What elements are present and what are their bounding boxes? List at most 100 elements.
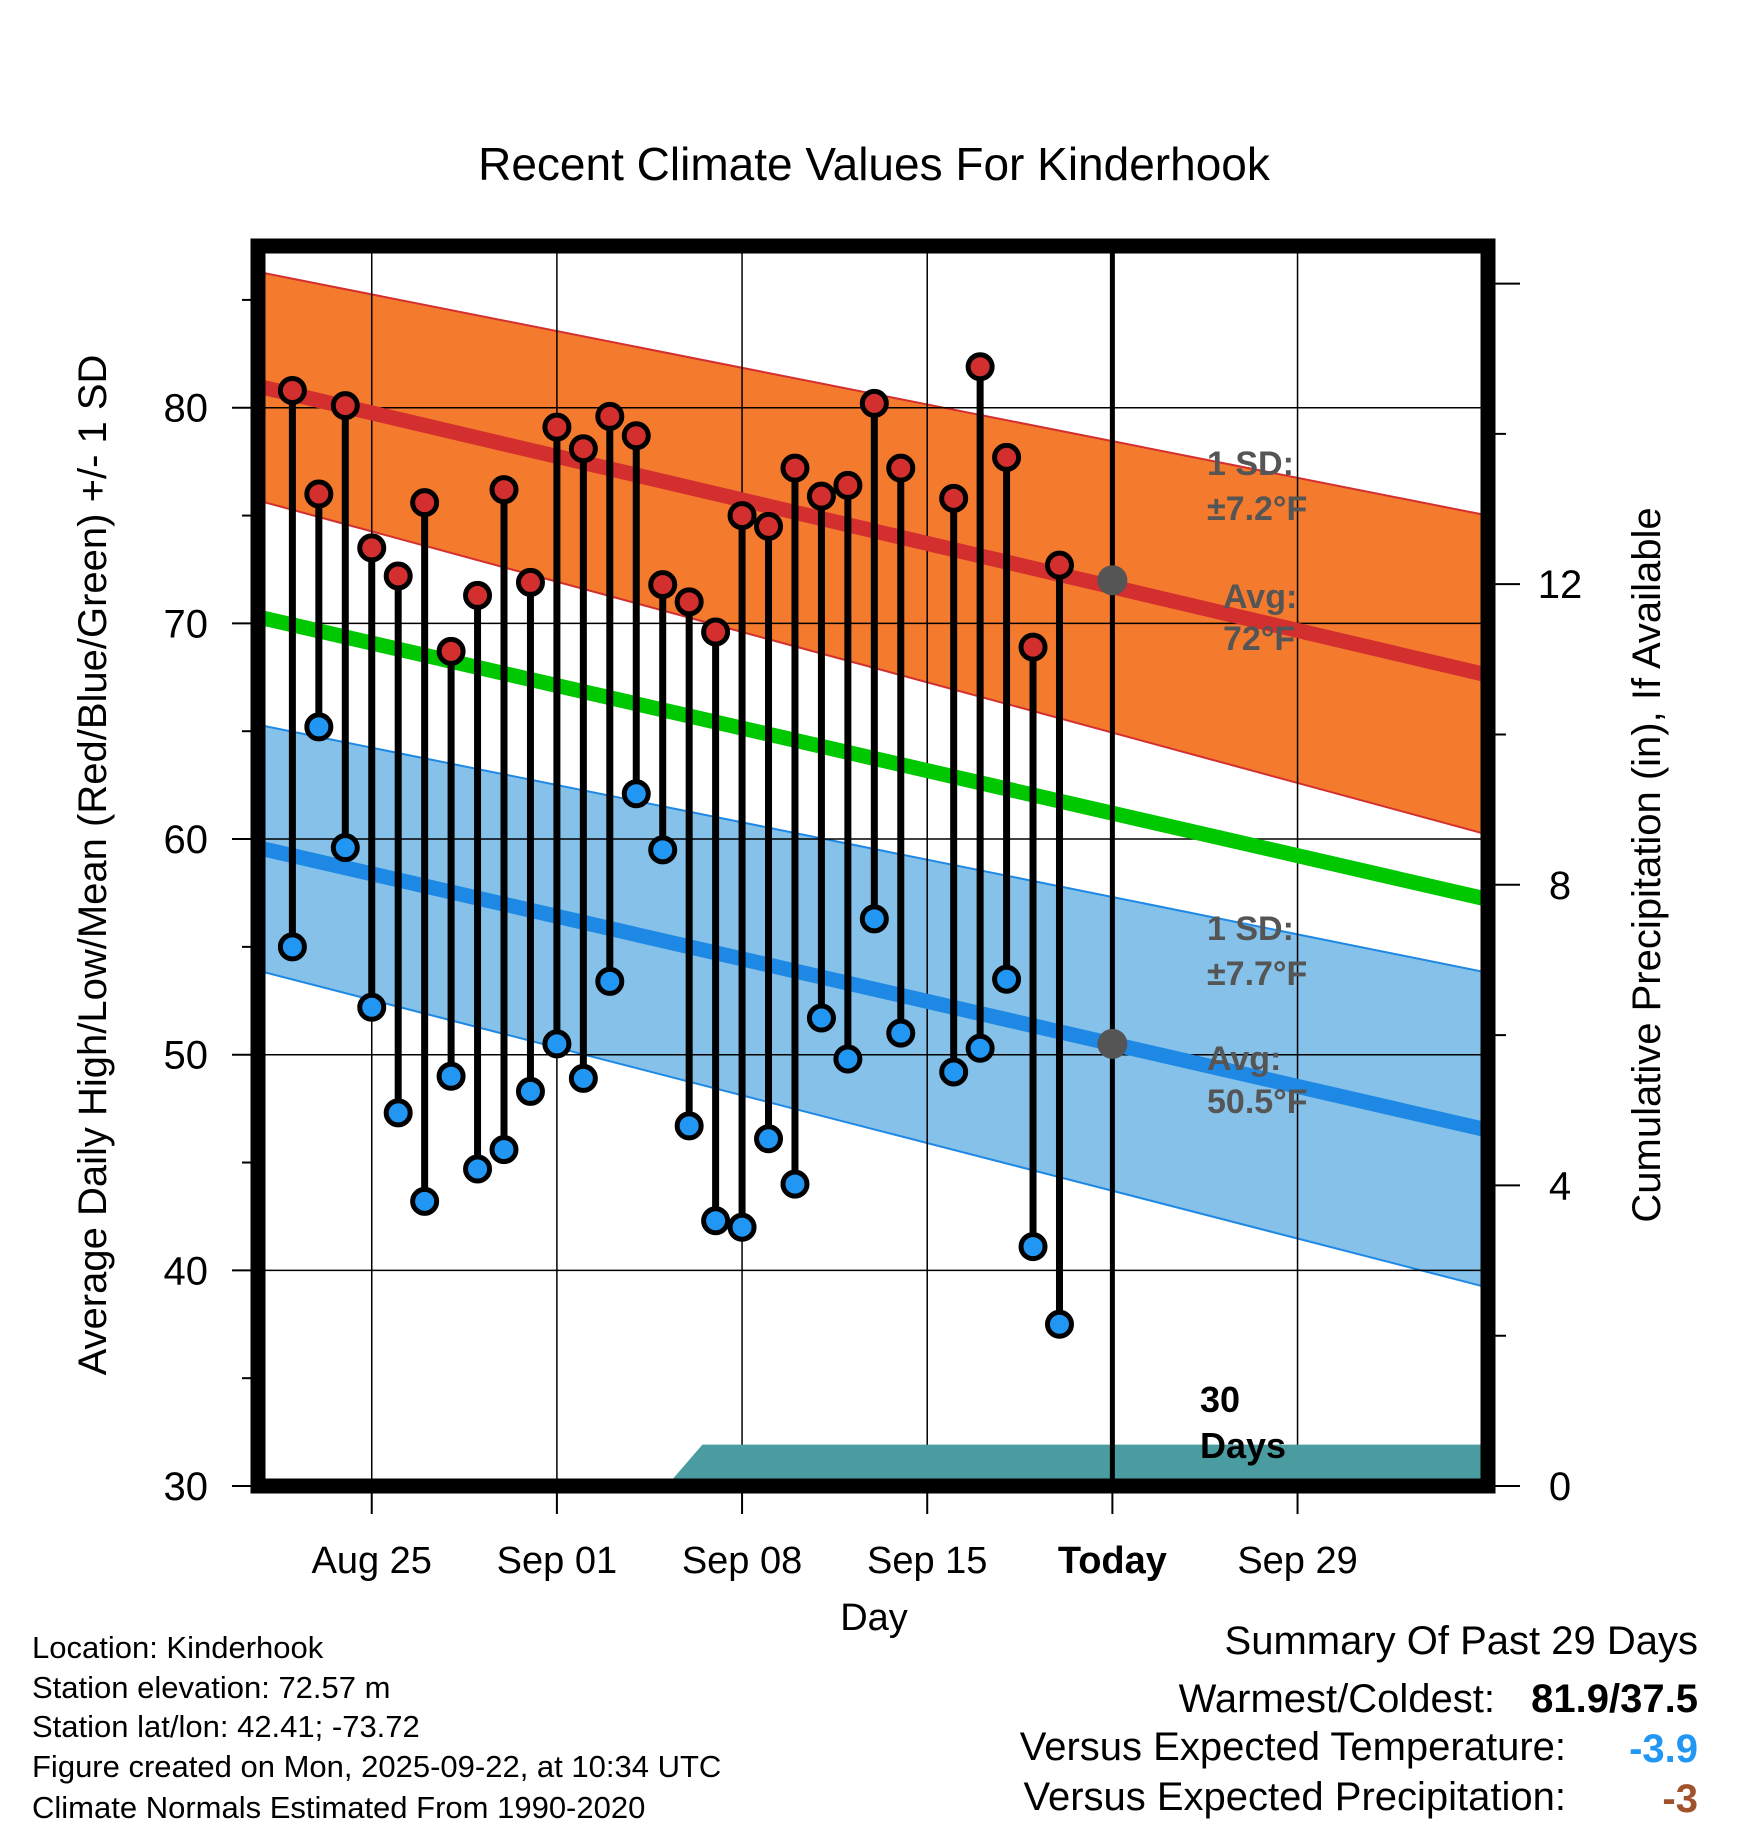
y-tick-label: 30 xyxy=(164,1465,209,1509)
today-normal-low-marker xyxy=(1097,1028,1128,1059)
warm-cold-value: 81.9/37.5 xyxy=(1531,1677,1698,1721)
daily-low-point xyxy=(383,1098,413,1128)
daily-low-point xyxy=(886,1018,916,1048)
x-tick-label: Sep 08 xyxy=(682,1540,802,1582)
daily-low-point xyxy=(727,1212,757,1242)
y-tick-label: 70 xyxy=(164,602,209,646)
daily-low-point xyxy=(595,966,625,996)
high-avg-annotation: Avg: 72°F xyxy=(1223,578,1297,658)
daily-low-point xyxy=(277,932,307,962)
daily-high-point xyxy=(1074,0,1098,12)
daily-high-point xyxy=(1018,632,1048,662)
x-tick-label: Sep 15 xyxy=(867,1540,987,1582)
x-tick-label: Sep 29 xyxy=(1237,1540,1357,1582)
daily-high-point xyxy=(463,580,493,610)
y-axis-label: Average Daily High/Low/Mean (Red/Blue/Gr… xyxy=(71,355,115,1376)
daily-low-point xyxy=(542,1029,572,1059)
daily-high-point xyxy=(568,434,598,464)
summary-panel: Summary Of Past 29 Days Warmest/Coldest:… xyxy=(1020,1619,1698,1821)
daily-high-point xyxy=(489,475,519,505)
daily-low-point xyxy=(621,779,651,809)
daily-range-stems xyxy=(288,366,1063,1325)
daily-high-point xyxy=(833,470,863,500)
daily-high-point xyxy=(595,401,625,431)
daily-high-point xyxy=(859,388,889,418)
chart-title: Recent Climate Values For Kinderhook xyxy=(478,138,1271,190)
daily-low-point xyxy=(436,1061,466,1091)
x-tick-label: Sep 01 xyxy=(497,1540,617,1582)
footer-normals: Climate Normals Estimated From 1990-2020 xyxy=(32,1790,645,1825)
x-tick-label: Aug 25 xyxy=(312,1540,432,1582)
x-tick-label: Today xyxy=(1058,1540,1167,1582)
daily-low-point xyxy=(939,1057,969,1087)
y-axis-left: 30 40 50 60 70 80 xyxy=(164,298,258,1509)
daily-high-point xyxy=(727,501,757,531)
precipitation-area xyxy=(258,1444,1488,1486)
y2-tick-label: 8 xyxy=(1549,864,1571,908)
y2-tick-label: 0 xyxy=(1549,1465,1571,1509)
daily-low-point xyxy=(357,992,387,1022)
daily-high-point xyxy=(674,587,704,617)
daily-low-point xyxy=(1018,1232,1048,1262)
daily-low-point xyxy=(992,964,1022,994)
daily-low-point xyxy=(410,1186,440,1216)
temp-vs-expected-value: -3.9 xyxy=(1629,1727,1698,1771)
daily-low-point xyxy=(701,1206,731,1236)
y2-tick-label: 12 xyxy=(1538,563,1583,607)
daily-low-point xyxy=(806,1003,836,1033)
daily-high-point xyxy=(992,442,1022,472)
daily-low-point xyxy=(463,1154,493,1184)
station-info: Location: Kinderhook Station elevation: … xyxy=(32,1630,721,1825)
daily-low-point xyxy=(859,904,889,934)
footer-created: Figure created on Mon, 2025-09-22, at 10… xyxy=(32,1749,721,1784)
footer-latlon: Station lat/lon: 42.41; -73.72 xyxy=(32,1709,420,1744)
y-tick-label: 80 xyxy=(164,387,209,431)
daily-high-point xyxy=(806,481,836,511)
daily-low-point xyxy=(304,712,334,742)
daily-high-point xyxy=(1044,550,1074,580)
daily-low-point xyxy=(780,1169,810,1199)
plot-frame xyxy=(250,238,1496,1494)
daily-low-point xyxy=(754,1124,784,1154)
high-sd-annotation: 1 SD: ±7.2°F xyxy=(1207,445,1307,528)
footer-elevation: Station elevation: 72.57 m xyxy=(32,1670,390,1705)
normal-low-line xyxy=(258,840,1488,1138)
daily-high-point xyxy=(304,479,334,509)
x-axis-label: Day xyxy=(840,1597,908,1639)
daily-low-point xyxy=(1044,1309,1074,1339)
precip-vs-expected-label: Versus Expected Precipitation: xyxy=(1023,1775,1566,1819)
warm-cold-label: Warmest/Coldest: xyxy=(1179,1677,1495,1721)
today-days-label: 30 Days xyxy=(1200,1379,1286,1466)
low-sd-annotation: 1 SD: ±7.7°F xyxy=(1207,910,1307,993)
precip-vs-expected-value: -3 xyxy=(1662,1777,1698,1821)
plot-area xyxy=(258,0,1488,1486)
daily-high-point xyxy=(939,483,969,513)
low-avg-annotation: Avg: 50.5°F xyxy=(1207,1040,1308,1121)
summary-heading: Summary Of Past 29 Days xyxy=(1225,1619,1698,1663)
daily-low-point xyxy=(489,1135,519,1165)
daily-high-point xyxy=(648,570,678,600)
daily-low-point xyxy=(833,1044,863,1074)
today-normal-high-marker xyxy=(1097,565,1128,596)
daily-high-point xyxy=(965,352,995,382)
y-axis-right: 0 4 8 12 xyxy=(1488,282,1583,1509)
y2-tick-label: 4 xyxy=(1549,1164,1571,1208)
daily-low-point xyxy=(568,1063,598,1093)
daily-high-point xyxy=(277,375,307,405)
daily-high-point xyxy=(383,561,413,591)
daily-low-point xyxy=(674,1111,704,1141)
daily-low-point xyxy=(1074,0,1098,12)
daily-high-point xyxy=(780,453,810,483)
daily-low-point xyxy=(965,1033,995,1063)
normal-low-sd-band xyxy=(258,723,1488,1289)
daily-high-point xyxy=(515,567,545,597)
daily-high-point xyxy=(754,511,784,541)
daily-low-point xyxy=(515,1076,545,1106)
y-tick-label: 50 xyxy=(164,1034,209,1078)
daily-points xyxy=(277,0,1098,1339)
daily-high-point xyxy=(330,391,360,421)
daily-high-point xyxy=(410,488,440,518)
daily-high-point xyxy=(886,453,916,483)
y-tick-label: 60 xyxy=(164,818,209,862)
daily-high-point xyxy=(701,617,731,647)
